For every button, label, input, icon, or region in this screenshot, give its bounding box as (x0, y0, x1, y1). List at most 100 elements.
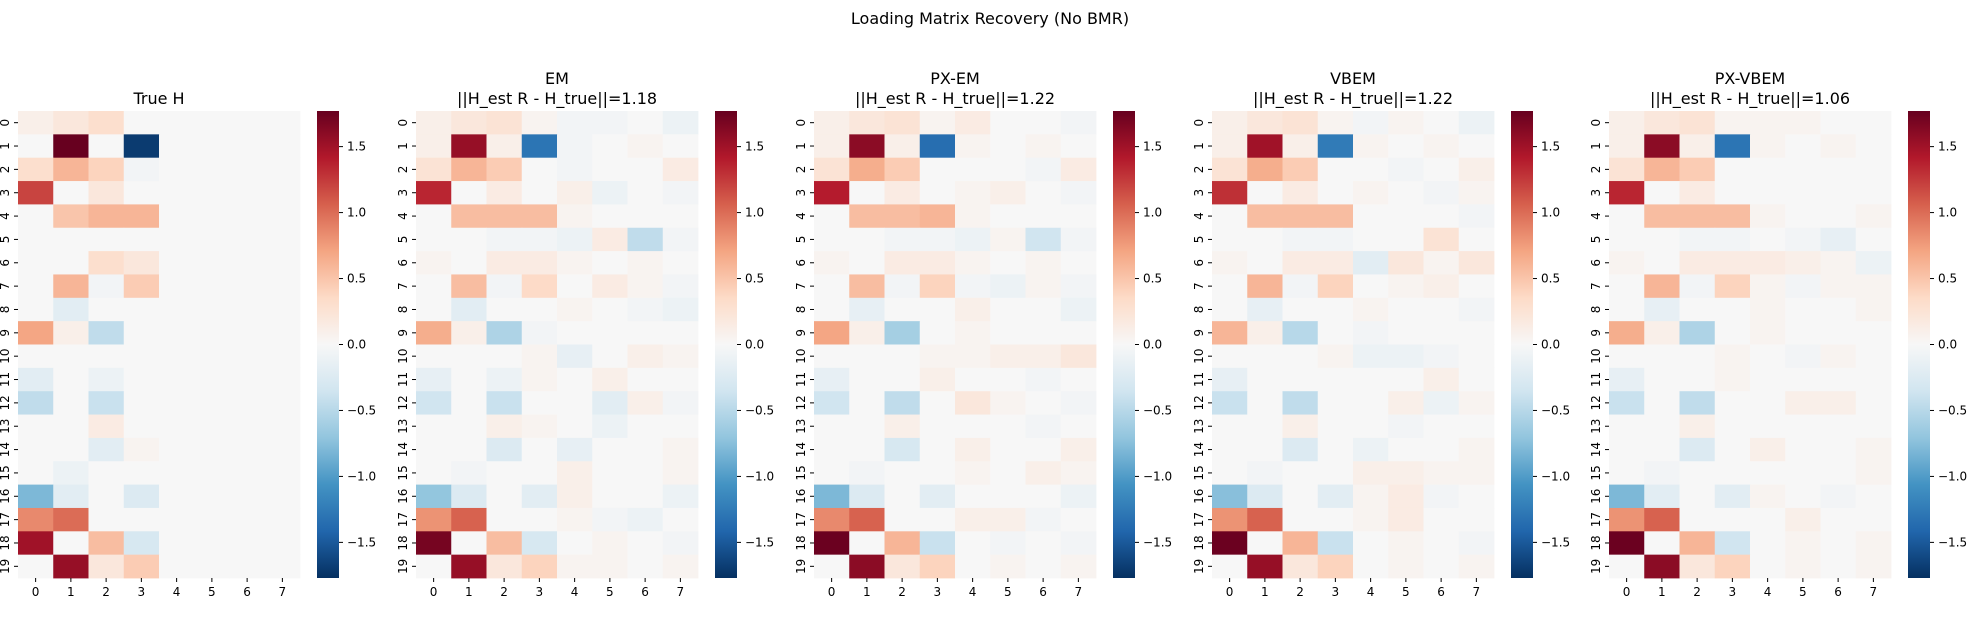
heatmap-cell (159, 227, 195, 252)
x-tick-label: 1 (1261, 585, 1269, 599)
heatmap-cell (159, 157, 195, 182)
heatmap-cell (1785, 414, 1821, 439)
heatmap-cell (1679, 227, 1716, 252)
y-tick-label: 18 (0, 535, 12, 550)
heatmap-cell (1855, 507, 1892, 532)
heatmap-cell (18, 554, 54, 579)
heatmap-cell (451, 344, 487, 369)
colorbar-tick-label: −1.5 (1541, 535, 1570, 549)
heatmap-cell (1247, 157, 1283, 182)
y-tick-label: 12 (1589, 395, 1603, 410)
heatmap-cell (1855, 437, 1892, 462)
heatmap-cell (194, 251, 230, 275)
heatmap-cell (1388, 297, 1424, 322)
heatmap-cell (884, 507, 921, 532)
heatmap-cell (88, 204, 125, 229)
heatmap-cell (1609, 484, 1645, 509)
heatmap-cell (1458, 321, 1495, 345)
heatmap-cell (1609, 251, 1645, 275)
heatmap-cell (264, 414, 301, 439)
heatmap-cell (53, 111, 89, 135)
heatmap-cell (1714, 507, 1751, 532)
heatmap-cell (1458, 344, 1495, 369)
heatmap-cell (1855, 157, 1892, 182)
y-tick-label: 2 (794, 166, 808, 174)
x-tick-label: 1 (465, 585, 473, 599)
y-tick-label: 6 (0, 259, 12, 267)
heatmap-cell (849, 204, 885, 229)
heatmap-cell (229, 531, 266, 556)
figure-suptitle: Loading Matrix Recovery (No BMR) (851, 9, 1129, 28)
heatmap-cell (1212, 134, 1248, 159)
heatmap-cell (1785, 484, 1821, 509)
heatmap-cell (1282, 157, 1319, 182)
heatmap-cell (955, 391, 991, 415)
heatmap-cell (814, 554, 850, 579)
heatmap-cell (955, 437, 991, 462)
heatmap-cell (1458, 227, 1495, 252)
panel-subtitle: ||H_est R - H_true||=1.22 (1253, 89, 1453, 109)
heatmap-panel-0: True H0123456701234567891011121314151617… (0, 89, 376, 599)
heatmap-cell (884, 297, 921, 322)
y-tick-label: 12 (794, 395, 808, 410)
heatmap-cell (416, 437, 452, 462)
heatmap-cell (1714, 344, 1751, 369)
heatmap-cell (1317, 391, 1354, 415)
heatmap-cell (1679, 297, 1716, 322)
heatmap-cell (1609, 391, 1645, 415)
heatmap-cell (486, 414, 523, 439)
y-tick-label: 13 (0, 419, 12, 434)
heatmap-cell (1423, 227, 1460, 252)
heatmap-cell (1423, 134, 1460, 159)
heatmap-cell (1644, 554, 1680, 579)
heatmap-cell (18, 227, 54, 252)
y-tick-label: 2 (1589, 166, 1603, 174)
heatmap-cell (1750, 484, 1786, 509)
y-tick-label: 19 (1192, 559, 1206, 574)
heatmap-cell (451, 437, 487, 462)
heatmap-cell (990, 181, 1026, 205)
heatmap-cell (1855, 227, 1892, 252)
heatmap-cell (521, 414, 558, 439)
heatmap-cell (1855, 531, 1892, 556)
heatmap-cell (1423, 297, 1460, 322)
colorbar-tick-label: 0.0 (347, 338, 366, 352)
heatmap-cell (1060, 181, 1097, 205)
panel-title: PX-EM (930, 69, 980, 88)
heatmap-cell (264, 274, 301, 299)
y-tick-label: 16 (396, 489, 410, 504)
heatmap-cell (159, 344, 195, 369)
x-tick-label: 6 (1437, 585, 1445, 599)
heatmap-cell (1820, 367, 1857, 392)
heatmap-cell (123, 391, 160, 415)
heatmap-cell (955, 507, 991, 532)
heatmap-cell (1855, 321, 1892, 345)
y-tick-label: 16 (0, 489, 12, 504)
heatmap-cell (486, 181, 523, 205)
heatmap-cell (53, 554, 89, 579)
heatmap-cell (1388, 111, 1424, 135)
colorbar-tick-label: 1.5 (745, 140, 764, 154)
heatmap-cell (1714, 391, 1751, 415)
heatmap-cell (1855, 204, 1892, 229)
heatmap-cell (1750, 507, 1786, 532)
heatmap-cell (849, 554, 885, 579)
heatmap-cell (264, 507, 301, 532)
heatmap-cell (159, 134, 195, 159)
heatmap-cell (1644, 251, 1680, 275)
heatmap-cell (229, 437, 266, 462)
heatmap-cell (1353, 111, 1389, 135)
heatmap-cell (662, 134, 699, 159)
heatmap-cell (1820, 251, 1857, 275)
heatmap-cell (1458, 111, 1495, 135)
y-tick-label: 17 (1192, 512, 1206, 527)
heatmap-cell (18, 391, 54, 415)
y-tick-label: 19 (396, 559, 410, 574)
heatmap-cell (1609, 554, 1645, 579)
heatmap-cell (451, 111, 487, 135)
heatmap-cell (1750, 414, 1786, 439)
heatmap-cell (1855, 461, 1892, 485)
x-tick-label: 2 (102, 585, 110, 599)
heatmap-cell (159, 531, 195, 556)
y-tick-label: 0 (1192, 119, 1206, 127)
